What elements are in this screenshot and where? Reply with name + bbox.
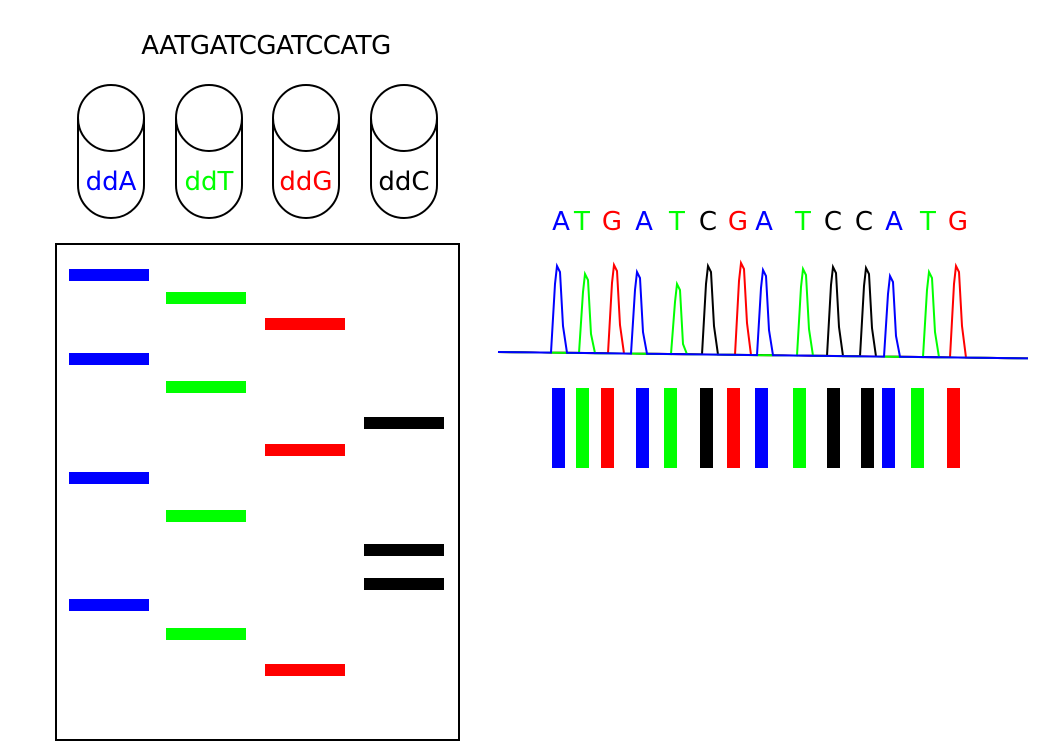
base-bar-g — [947, 388, 960, 468]
gel-band-t — [166, 628, 246, 640]
read-letter: T — [668, 207, 685, 237]
gel-band-t — [166, 510, 246, 522]
gel-band-g — [265, 664, 345, 676]
gel-band-a — [69, 353, 149, 365]
base-bars — [552, 388, 960, 468]
base-bar-a — [552, 388, 565, 468]
tube-label: ddT — [185, 167, 234, 197]
read-letter: T — [919, 207, 936, 237]
read-letter: T — [573, 207, 590, 237]
gel-band-a — [69, 472, 149, 484]
gel-band-t — [166, 292, 246, 304]
tube-dda: ddA — [77, 84, 145, 219]
base-bar-t — [576, 388, 589, 468]
base-bar-a — [755, 388, 768, 468]
trace-g — [497, 259, 1029, 360]
trace-c — [497, 262, 1029, 360]
tube-label: ddC — [378, 167, 429, 197]
gel-band-c — [364, 544, 444, 556]
tube-cap — [175, 84, 243, 152]
template-sequence: AATGATCGATCCATG — [141, 31, 390, 61]
gel-band-t — [166, 381, 246, 393]
tube-cap — [77, 84, 145, 152]
base-bar-t — [664, 388, 677, 468]
base-bar-t — [793, 388, 806, 468]
tube-ddt: ddT — [175, 84, 243, 219]
reagent-tubes: ddA ddT ddG ddC — [77, 84, 438, 219]
read-letter: G — [948, 207, 968, 237]
base-bar-c — [827, 388, 840, 468]
gel-band-a — [69, 599, 149, 611]
read-letter: C — [824, 207, 842, 237]
gel-bands — [69, 269, 444, 676]
read-letter: C — [855, 207, 873, 237]
base-bar-c — [861, 388, 874, 468]
trace-a — [497, 262, 1029, 360]
base-bar-t — [911, 388, 924, 468]
tube-label: ddG — [279, 167, 332, 197]
read-letter: A — [552, 207, 570, 237]
base-bar-g — [727, 388, 740, 468]
base-bar-a — [636, 388, 649, 468]
gel-band-g — [265, 318, 345, 330]
read-letter: G — [602, 207, 622, 237]
read-letter: A — [885, 207, 903, 237]
tube-ddg: ddG — [272, 84, 340, 219]
read-letter: C — [699, 207, 717, 237]
read-letter: G — [728, 207, 748, 237]
base-bar-a — [882, 388, 895, 468]
gel-band-c — [364, 578, 444, 590]
read-letter: A — [635, 207, 653, 237]
tube-cap — [272, 84, 340, 152]
base-bar-g — [601, 388, 614, 468]
gel-band-c — [364, 417, 444, 429]
tube-label: ddA — [86, 167, 137, 197]
read-letter: T — [794, 207, 811, 237]
trace-t — [497, 265, 1029, 360]
base-bar-c — [700, 388, 713, 468]
gel-band-a — [69, 269, 149, 281]
tube-cap — [370, 84, 438, 152]
tube-ddc: ddC — [370, 84, 438, 219]
read-letter: A — [755, 207, 773, 237]
chromatogram-traces — [497, 259, 1029, 360]
gel-band-g — [265, 444, 345, 456]
gel-frame — [55, 243, 460, 741]
